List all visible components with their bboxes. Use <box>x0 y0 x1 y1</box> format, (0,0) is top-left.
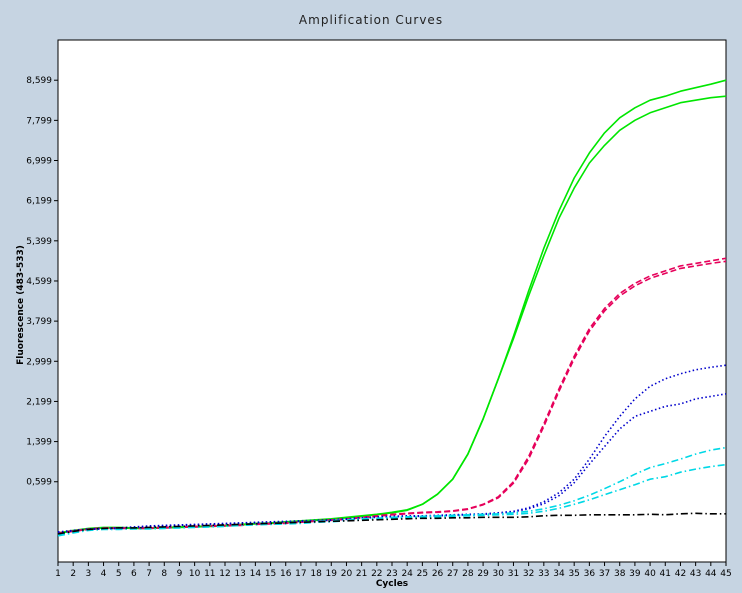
x-tick-label: 8 <box>161 569 167 579</box>
x-tick-label: 32 <box>523 569 534 579</box>
x-tick-label: 17 <box>295 569 306 579</box>
x-tick-label: 16 <box>280 569 292 579</box>
x-tick-label: 30 <box>493 569 505 579</box>
x-tick-label: 6 <box>131 569 137 579</box>
x-tick-label: 13 <box>234 569 245 579</box>
x-tick-label: 21 <box>356 569 367 579</box>
x-tick-label: 5 <box>116 569 122 579</box>
x-tick-label: 28 <box>462 569 474 579</box>
x-tick-label: 4 <box>101 569 107 579</box>
x-tick-label: 26 <box>432 569 444 579</box>
x-tick-label: 25 <box>417 569 428 579</box>
x-tick-label: 19 <box>326 569 338 579</box>
x-tick-label: 1 <box>55 569 61 579</box>
x-tick-label: 45 <box>720 569 731 579</box>
x-tick-label: 35 <box>568 569 579 579</box>
x-tick-label: 29 <box>477 569 489 579</box>
y-tick-label: 3,799 <box>26 317 52 327</box>
x-axis-title: Cycles <box>376 579 408 589</box>
x-tick-label: 40 <box>644 569 656 579</box>
x-tick-label: 36 <box>584 569 596 579</box>
x-tick-label: 10 <box>189 569 201 579</box>
y-tick-label: 6,999 <box>26 157 52 167</box>
y-tick-label: 7,799 <box>26 116 52 126</box>
x-tick-label: 14 <box>250 569 262 579</box>
y-tick-label: 8,599 <box>26 76 52 86</box>
y-axis-title: Fluorescence (483-533) <box>16 245 26 365</box>
x-tick-label: 33 <box>538 569 549 579</box>
y-tick-label: 2,199 <box>26 397 52 407</box>
x-tick-label: 18 <box>310 569 322 579</box>
x-tick-label: 15 <box>265 569 276 579</box>
x-tick-label: 43 <box>690 569 701 579</box>
y-tick-label: 0,599 <box>26 478 52 488</box>
x-tick-label: 39 <box>629 569 641 579</box>
plot-area <box>57 39 727 563</box>
series-line-9 <box>57 512 726 535</box>
x-tick-label: 7 <box>146 569 152 579</box>
y-tick-label: 6,199 <box>26 197 52 207</box>
x-tick-label: 31 <box>508 569 519 579</box>
x-tick-label: 20 <box>341 569 353 579</box>
y-tick-label: 5,399 <box>26 237 52 247</box>
x-tick-label: 11 <box>204 569 215 579</box>
x-tick-label: 41 <box>660 569 671 579</box>
x-tick-label: 42 <box>675 569 686 579</box>
x-tick-label: 22 <box>371 569 382 579</box>
series-line-8 <box>57 463 727 537</box>
x-tick-label: 9 <box>177 569 183 579</box>
y-tick-label: 2,999 <box>26 357 52 367</box>
x-tick-label: 38 <box>614 569 626 579</box>
x-tick-label: 23 <box>386 569 397 579</box>
series-layer <box>57 79 727 537</box>
x-tick-label: 24 <box>401 569 413 579</box>
x-tick-label: 37 <box>599 569 610 579</box>
y-tick-label: 4,599 <box>26 277 52 287</box>
y-axis: 0,599 1,399 2,199 2,999 3,799 4,599 5,399 6,199… <box>26 76 58 488</box>
x-tick-label: 12 <box>219 569 230 579</box>
chart-title: Amplification Curves <box>298 13 444 27</box>
y-tick-label: 1,399 <box>26 438 52 448</box>
x-tick-label: 2 <box>70 569 76 579</box>
x-tick-label: 34 <box>553 569 565 579</box>
x-tick-label: 3 <box>85 569 91 579</box>
x-tick-label: 44 <box>705 569 717 579</box>
x-axis: 1 2 3 4 5 6 7 8 9 10 11 12 13 14 15 16 17 18 19 20 21 22 23 24 2… <box>55 562 732 579</box>
x-tick-label: 27 <box>447 569 458 579</box>
